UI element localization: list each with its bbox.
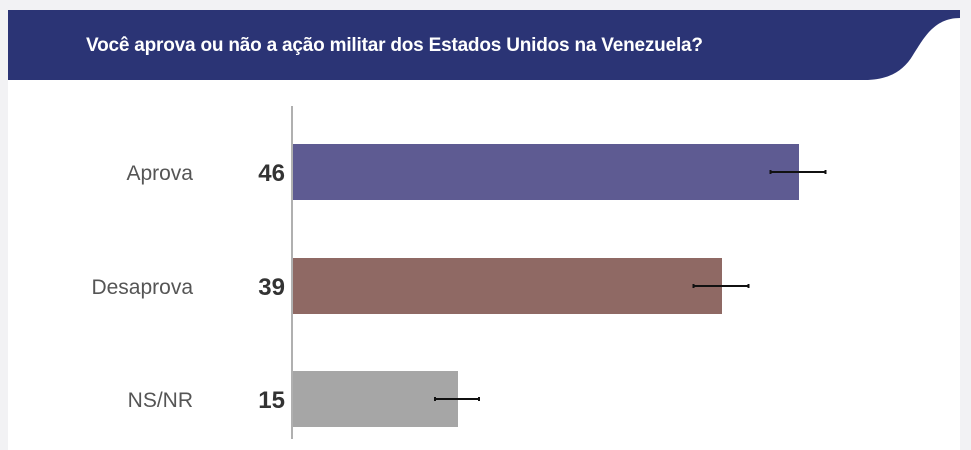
category-label-2: NS/NR <box>128 389 193 412</box>
bar-0 <box>293 144 799 200</box>
category-label-0: Aprova <box>126 162 193 185</box>
value-label-1: 39 <box>258 274 285 301</box>
value-label-2: 15 <box>258 387 285 414</box>
bar-2 <box>293 371 458 427</box>
category-label-1: Desaprova <box>91 276 193 299</box>
bar-chart: Aprova 46 Desaprova 39 NS/NR 15 <box>91 106 827 439</box>
bar-1 <box>293 258 722 314</box>
chart-title: Você aprova ou não a ação militar dos Es… <box>86 35 703 56</box>
chart-card <box>8 10 960 450</box>
value-label-0: 46 <box>258 160 285 187</box>
header-band <box>8 10 960 80</box>
